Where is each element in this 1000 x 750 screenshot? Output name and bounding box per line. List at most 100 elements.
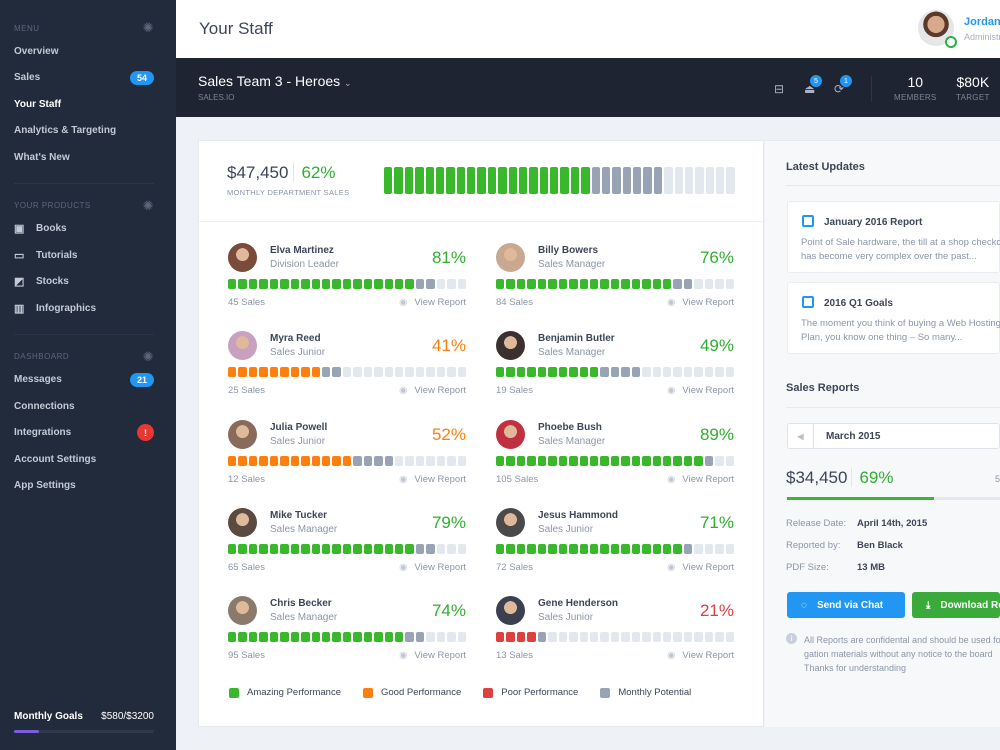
segment-filled xyxy=(589,367,599,378)
view-report-label: View Report xyxy=(414,561,466,573)
segment-empty xyxy=(726,167,735,194)
segment-filled xyxy=(446,167,455,194)
divider xyxy=(14,182,154,184)
staff-card: Jesus Hammond Sales Junior 71% 72 Sales … xyxy=(496,507,735,588)
send-via-chat-button[interactable]: ◌ Send via Chat xyxy=(787,592,905,618)
briefcase-icon[interactable]: ⊟ xyxy=(774,82,785,96)
view-report-link[interactable]: ◉ View Report xyxy=(667,650,734,661)
staff-sales: 105 Sales xyxy=(496,473,539,485)
segment-filled xyxy=(280,367,289,378)
sidebar-item-analytics-targeting[interactable]: Analytics & Targeting xyxy=(0,118,176,145)
segment-filled xyxy=(321,632,331,643)
sidebar-item-tutorials[interactable]: ▭ Tutorials xyxy=(0,242,176,269)
gear-icon[interactable]: ✺ xyxy=(142,20,154,35)
staff-name: Phoebe Bush xyxy=(538,421,602,433)
sidebar-item-stocks[interactable]: ◩ Stocks xyxy=(0,269,176,296)
segment-empty xyxy=(683,632,693,643)
divider xyxy=(871,76,872,102)
staff-progress-bar xyxy=(496,279,735,289)
staff-card: Julia Powell Sales Junior 52% 12 Sales ◉… xyxy=(228,419,467,500)
staff-role: Sales Junior xyxy=(538,612,594,624)
view-report-label: View Report xyxy=(414,297,466,308)
inbox-icon[interactable]: ⏏ 5 xyxy=(804,75,822,96)
segment-empty xyxy=(558,632,568,643)
sidebar-item-sales[interactable]: Sales 54 xyxy=(0,65,176,92)
view-report-label: View Report xyxy=(682,650,734,662)
sidebar-item-account-settings[interactable]: Account Settings xyxy=(0,446,176,473)
segment-filled xyxy=(280,455,289,466)
view-report-link[interactable]: ◉ View Report xyxy=(399,385,466,396)
segment-filled xyxy=(569,455,578,466)
segment-filled xyxy=(395,279,404,289)
view-report-link[interactable]: ◉ View Report xyxy=(399,562,466,573)
segment-filled xyxy=(558,367,568,378)
chat-icon: ◌ xyxy=(801,599,807,611)
members-label: MEMBERS xyxy=(894,93,937,102)
view-report-link[interactable]: ◉ View Report xyxy=(399,650,466,661)
segment-empty xyxy=(704,279,714,289)
avatar xyxy=(496,419,525,449)
menu-title: MENU xyxy=(14,23,40,33)
sidebar-item-overview[interactable]: Overview xyxy=(0,38,176,65)
segment-filled xyxy=(248,543,258,554)
sidebar-item-messages[interactable]: Messages 21 xyxy=(0,367,176,394)
segment-filled xyxy=(487,167,497,194)
send-label: Send via Chat xyxy=(816,599,884,611)
segment-filled xyxy=(527,543,536,554)
sidebar-item-app-settings[interactable]: App Settings xyxy=(0,473,176,500)
sidebar-item-your-staff[interactable]: Your Staff xyxy=(0,91,176,118)
segment-filled xyxy=(228,367,237,378)
update-card[interactable]: January 2016 Report Point of Sale hardwar… xyxy=(787,201,1000,273)
view-report-link[interactable]: ◉ View Report xyxy=(667,297,734,308)
segment-empty xyxy=(457,543,467,554)
sidebar-item-books[interactable]: ▣ Books xyxy=(0,216,176,243)
gear-icon[interactable]: ✺ xyxy=(142,348,154,364)
latest-updates-title: Latest Updates xyxy=(786,161,865,173)
segment-empty xyxy=(415,455,425,466)
view-report-link[interactable]: ◉ View Report xyxy=(667,385,734,396)
sidebar-item-label: Your Staff xyxy=(14,98,62,110)
staff-card: Phoebe Bush Sales Manager 89% 105 Sales … xyxy=(496,419,735,500)
segment-filled xyxy=(269,543,279,554)
team-selector[interactable]: Sales Team 3 - Heroes ⌄ SALES.IO xyxy=(198,73,352,102)
segment-filled xyxy=(642,543,651,554)
segment-filled xyxy=(384,167,393,194)
sync-icon[interactable]: ⟳ 1 xyxy=(834,75,852,96)
sidebar-item-integrations[interactable]: Integrations! xyxy=(0,420,176,447)
segment-filled xyxy=(558,455,568,466)
segment-potential xyxy=(631,367,641,378)
download-report-button[interactable]: ⤓ Download Report xyxy=(912,592,1000,618)
segment-empty xyxy=(579,632,588,643)
segment-empty xyxy=(447,367,456,378)
sidebar-item-connections[interactable]: Connections xyxy=(0,393,176,420)
view-report-link[interactable]: ◉ View Report xyxy=(399,297,466,308)
segment-empty xyxy=(694,632,703,643)
avatar xyxy=(228,419,257,449)
update-card[interactable]: 2016 Q1 Goals The moment you think of buy… xyxy=(787,282,1000,354)
segment-filled xyxy=(631,279,641,289)
chevron-left-icon[interactable]: ◀ xyxy=(788,424,814,448)
sidebar-item-what-s-new[interactable]: What's New xyxy=(0,144,176,171)
view-report-link[interactable]: ◉ View Report xyxy=(399,474,466,485)
segment-filled xyxy=(548,455,557,466)
gear-icon[interactable]: ✺ xyxy=(142,197,154,213)
legend-label: Amazing Performance xyxy=(247,687,341,698)
legend-swatch xyxy=(483,687,494,698)
staff-progress-bar xyxy=(228,632,467,643)
staff-sales: 25 Sales xyxy=(228,385,265,397)
sidebar-item-label: Books xyxy=(36,223,67,235)
view-report-link[interactable]: ◉ View Report xyxy=(667,562,734,573)
segment-empty xyxy=(695,167,704,194)
segment-filled xyxy=(579,367,588,378)
user-menu[interactable]: Jordan Administrator xyxy=(918,10,1000,48)
staff-progress-bar xyxy=(496,543,735,554)
segment-empty xyxy=(447,543,456,554)
segment-empty xyxy=(426,455,435,466)
segment-filled xyxy=(506,367,515,378)
month-selector[interactable]: ◀ March 2015 xyxy=(787,423,1000,449)
segment-filled xyxy=(600,543,609,554)
view-report-link[interactable]: ◉ View Report xyxy=(667,474,734,485)
monthly-goals: Monthly Goals $580/$3200 xyxy=(14,711,154,733)
dashboard-title: DASHBOARD xyxy=(14,352,70,361)
sidebar-item-infographics[interactable]: ▥ Infographics xyxy=(0,295,176,322)
